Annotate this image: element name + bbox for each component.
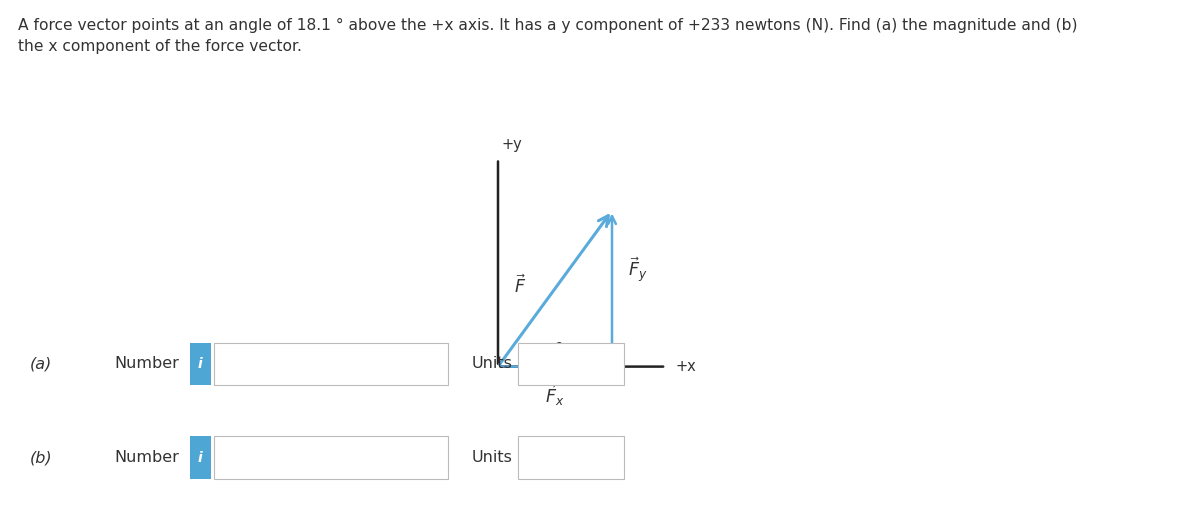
Text: N: N bbox=[533, 450, 545, 465]
Text: Units: Units bbox=[472, 357, 512, 371]
FancyBboxPatch shape bbox=[190, 343, 211, 385]
Text: Units: Units bbox=[472, 450, 512, 465]
Text: i: i bbox=[198, 451, 203, 464]
Text: +x: +x bbox=[676, 359, 696, 373]
Text: Number: Number bbox=[114, 357, 179, 371]
FancyBboxPatch shape bbox=[190, 436, 211, 479]
FancyBboxPatch shape bbox=[214, 343, 448, 385]
Text: (b): (b) bbox=[30, 450, 53, 465]
Text: $\vec{F}_x$: $\vec{F}_x$ bbox=[545, 382, 565, 408]
Text: (a): (a) bbox=[30, 357, 53, 371]
Text: $\vec{F}_y$: $\vec{F}_y$ bbox=[628, 255, 647, 284]
Text: ⌄: ⌄ bbox=[607, 359, 617, 371]
FancyBboxPatch shape bbox=[518, 436, 624, 479]
Text: $\vec{F}$: $\vec{F}$ bbox=[514, 274, 526, 297]
Text: A force vector points at an angle of 18.1 ° above the +x axis. It has a y compon: A force vector points at an angle of 18.… bbox=[18, 18, 1078, 54]
Text: Number: Number bbox=[114, 450, 179, 465]
FancyBboxPatch shape bbox=[214, 436, 448, 479]
Text: N: N bbox=[533, 357, 545, 371]
FancyBboxPatch shape bbox=[518, 343, 624, 385]
Text: i: i bbox=[198, 357, 203, 371]
Text: +y: +y bbox=[502, 137, 522, 152]
Text: ⌄: ⌄ bbox=[607, 452, 617, 465]
Text: $\theta$: $\theta$ bbox=[552, 342, 564, 360]
